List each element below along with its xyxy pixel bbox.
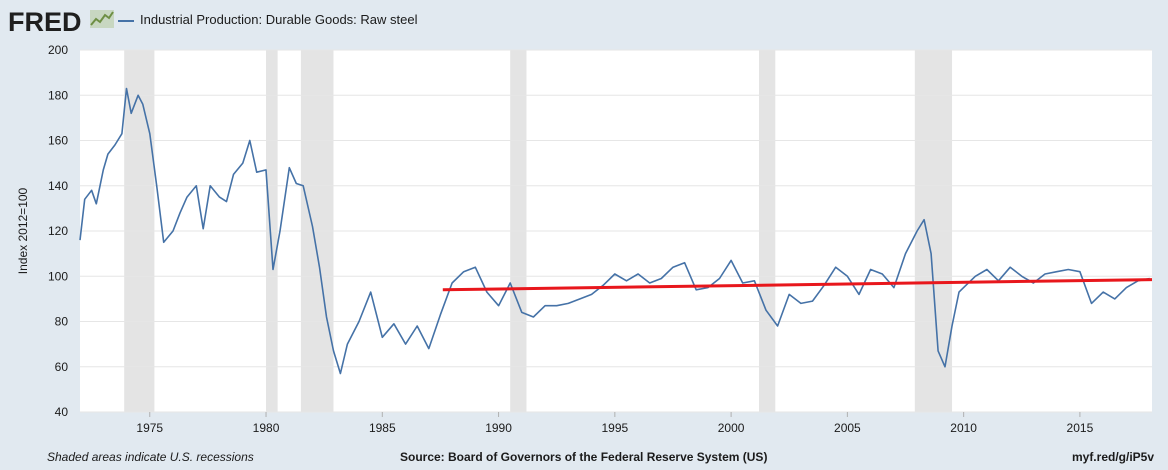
x-tick-labels: 1975 1980 1985 1990 1995 2000 2005 2010 2015: [136, 412, 1094, 435]
y-tick-label: 160: [48, 134, 68, 148]
trend-line: [442, 278, 1153, 292]
series-lines: [79, 87, 1153, 375]
x-tick-label: 1975: [136, 421, 163, 435]
legend[interactable]: Industrial Production: Durable Goods: Ra…: [118, 12, 417, 27]
fred-logo[interactable]: FRED: [8, 7, 82, 37]
legend-label: Industrial Production: Durable Goods: Ra…: [140, 12, 418, 27]
y-tick-label: 40: [55, 405, 69, 419]
header: FRED Industrial Production: Durable Good…: [0, 0, 1168, 40]
y-tick-label: 100: [48, 269, 68, 283]
x-tick-label: 1990: [485, 421, 512, 435]
grid: [80, 49, 1152, 413]
x-tick-label: 1985: [369, 421, 396, 435]
legend-swatch-icon: [118, 19, 134, 22]
y-tick-label: 200: [48, 43, 68, 57]
x-tick-label: 1995: [601, 421, 628, 435]
source-text: Source: Board of Governors of the Federa…: [400, 450, 768, 464]
x-tick-label: 1980: [253, 421, 280, 435]
y-tick-label: 140: [48, 179, 68, 193]
short-link[interactable]: myf.red/g/iP5v: [1071, 450, 1154, 464]
y-tick-label: 60: [55, 360, 69, 374]
x-tick-label: 2010: [950, 421, 977, 435]
y-tick-label: 120: [48, 224, 68, 238]
x-tick-label: 2000: [718, 421, 745, 435]
x-tick-label: 2005: [834, 421, 861, 435]
fred-graph-icon: [90, 10, 114, 28]
y-tick-label: 80: [55, 315, 69, 329]
x-tick-label: 2015: [1067, 421, 1094, 435]
recession-note: Shaded areas indicate U.S. recessions: [47, 450, 254, 464]
series-line-raw-steel: [79, 87, 1150, 375]
y-axis-label: Index 2012=100: [16, 187, 30, 274]
y-tick-label: 180: [48, 88, 68, 102]
y-tick-labels: 40 60 80 100 120 140 160 180 200: [48, 43, 68, 419]
